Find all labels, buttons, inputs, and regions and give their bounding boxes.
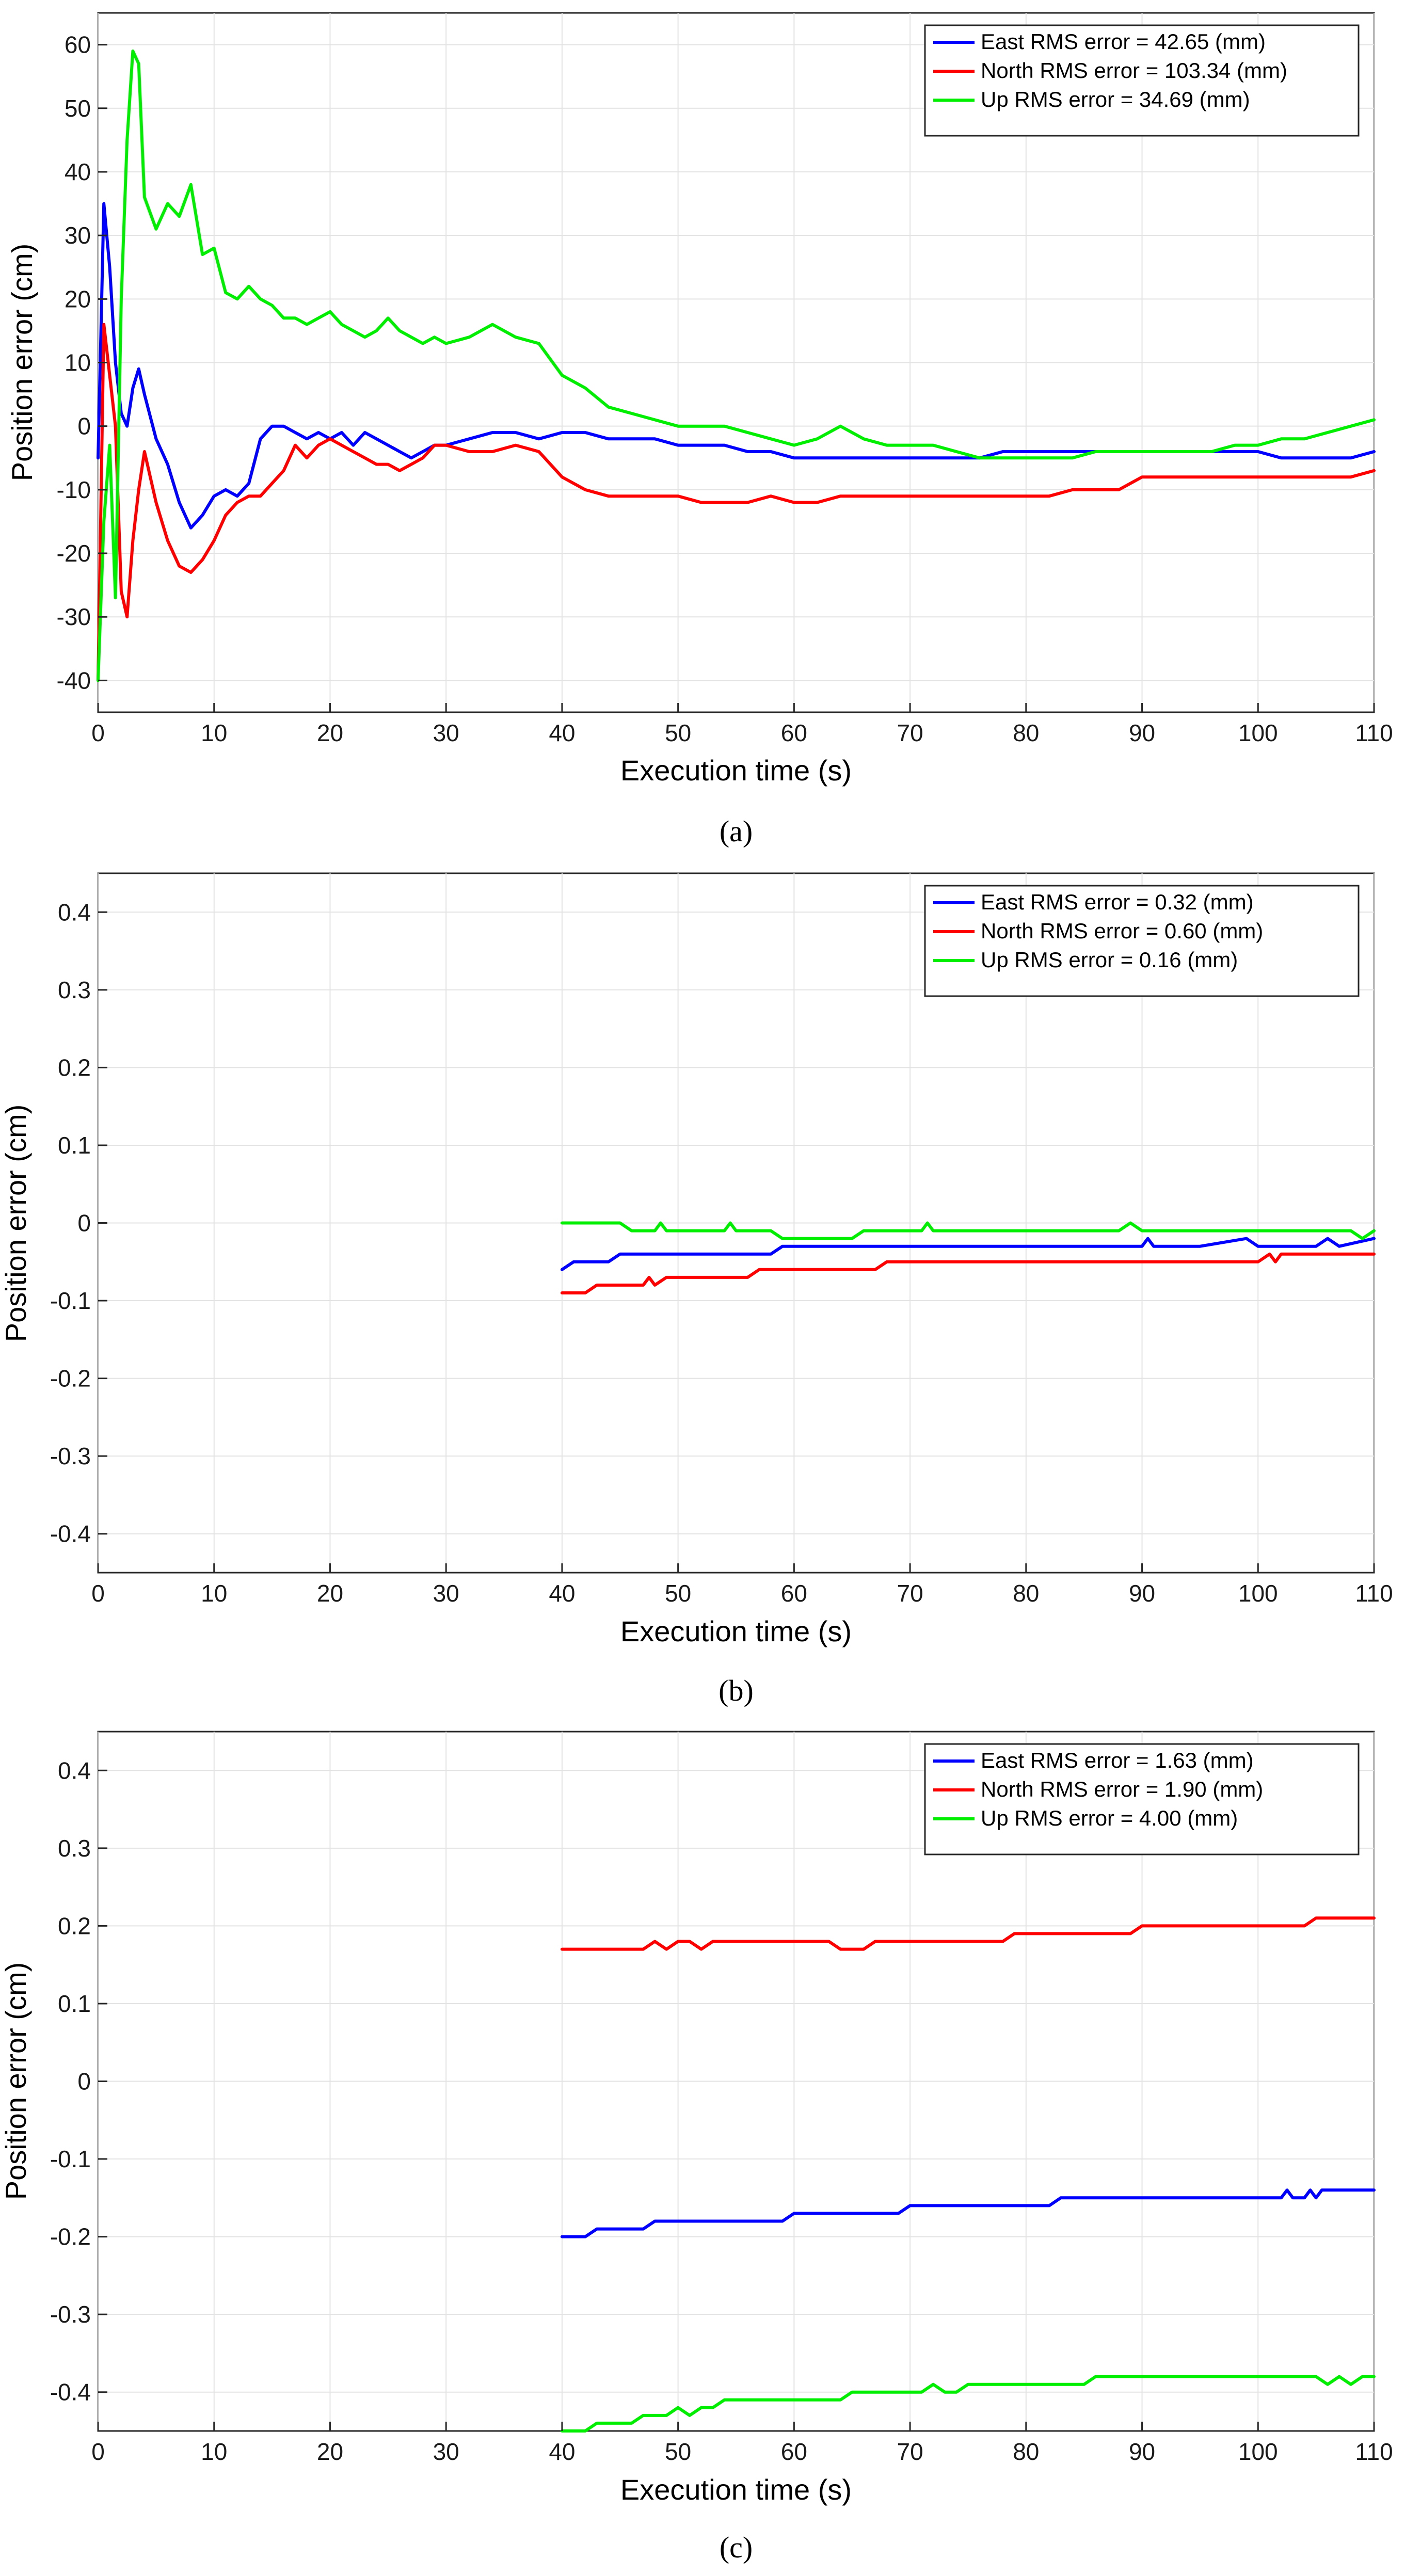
x-tick-label-c: 0 <box>91 2438 105 2465</box>
x-tick-label-b: 110 <box>1355 1580 1393 1607</box>
legend-label-c-2: North RMS error = 1.90 (mm) <box>981 1777 1263 1801</box>
panel-a: 0 10 20 30 40 50 60 70 80 90 100 110 -40 -30 -20 -10 0 10… <box>6 12 1393 848</box>
x-tick-label-a: 70 <box>897 719 923 746</box>
y-tick-label-b: -0.2 <box>50 1365 91 1392</box>
y-tick-label-c: -0.1 <box>50 2146 91 2172</box>
legend-label-c-1: East RMS error = 1.63 (mm) <box>981 1748 1254 1772</box>
series-line-a-1 <box>97 202 1376 530</box>
series-line-a-3 <box>97 49 1376 682</box>
caption-c: (c) <box>720 2531 753 2564</box>
x-tick-label-c: 40 <box>549 2438 575 2465</box>
x-axis-label-c: Execution time (s) <box>620 2473 852 2506</box>
y-axis-label-a: Position error (cm) <box>6 244 38 482</box>
y-tick-label-c: 0.2 <box>58 1912 91 1939</box>
x-tick-label-a: 20 <box>317 719 343 746</box>
y-tick-label-b: 0.2 <box>58 1054 91 1081</box>
x-tick-label-c: 30 <box>433 2438 459 2465</box>
legend-label-b-1: East RMS error = 0.32 (mm) <box>981 890 1254 914</box>
x-tick-label-a: 50 <box>665 719 691 746</box>
x-tick-label-a: 30 <box>433 719 459 746</box>
x-tick-label-c: 90 <box>1129 2438 1155 2465</box>
y-axis-label-c: Position error (cm) <box>0 1962 32 2200</box>
y-tick-label-a: 0 <box>77 413 91 440</box>
y-tick-label-b: -0.4 <box>50 1521 91 1547</box>
x-tick-label-b: 80 <box>1013 1580 1039 1607</box>
panel-b: 0 10 20 30 40 50 60 70 80 90 100 110 -0.4 -0.3 -0.2 -0.… <box>0 872 1393 1707</box>
x-tick-label-c: 60 <box>781 2438 807 2465</box>
x-tick-label-c: 80 <box>1013 2438 1039 2465</box>
y-tick-label-b: 0.4 <box>58 899 91 925</box>
y-tick-label-b: 0.1 <box>58 1132 91 1159</box>
legend-box-c <box>924 1743 1360 1855</box>
legend-label-b-2: North RMS error = 0.60 (mm) <box>981 919 1263 943</box>
x-tick-label-b: 90 <box>1129 1580 1155 1607</box>
y-tick-label-a: -10 <box>57 476 91 503</box>
y-tick-label-c: -0.2 <box>50 2223 91 2250</box>
y-tick-label-a: -30 <box>57 603 91 630</box>
x-axis-label-a: Execution time (s) <box>620 754 852 787</box>
y-tick-label-a: 60 <box>65 31 91 58</box>
legend-label-b-3: Up RMS error = 0.16 (mm) <box>981 948 1238 972</box>
x-tick-label-a: 80 <box>1013 719 1039 746</box>
x-tick-label-b: 10 <box>201 1580 227 1607</box>
y-tick-label-c: 0 <box>77 2068 91 2095</box>
panel-c: 0 10 20 30 40 50 60 70 80 90 100 110 -0.4 -0.3 -0.2 -0.… <box>0 1731 1393 2564</box>
y-tick-label-a: 30 <box>65 222 91 249</box>
y-tick-label-a: 10 <box>65 349 91 376</box>
y-tick-label-a: 50 <box>65 95 91 122</box>
x-tick-label-a: 90 <box>1129 719 1155 746</box>
y-tick-label-c: 0.1 <box>58 1990 91 2017</box>
x-tick-label-a: 10 <box>201 719 227 746</box>
x-tick-label-b: 100 <box>1238 1580 1278 1607</box>
series-line-c-1 <box>560 2188 1376 2238</box>
y-tick-label-b: -0.1 <box>50 1287 91 1314</box>
series-line-b-1 <box>560 1237 1376 1271</box>
x-tick-label-c: 10 <box>201 2438 227 2465</box>
x-tick-label-a: 40 <box>549 719 575 746</box>
x-tick-label-b: 30 <box>433 1580 459 1607</box>
x-tick-label-b: 20 <box>317 1580 343 1607</box>
x-tick-label-c: 70 <box>897 2438 923 2465</box>
x-tick-label-b: 70 <box>897 1580 923 1607</box>
y-tick-label-b: -0.3 <box>50 1443 91 1469</box>
series-line-c-2 <box>560 1916 1376 1951</box>
x-tick-label-b: 0 <box>91 1580 105 1607</box>
y-axis-label-b: Position error (cm) <box>0 1105 32 1342</box>
y-tick-label-c: -0.3 <box>50 2301 91 2328</box>
x-tick-label-c: 100 <box>1238 2438 1278 2465</box>
y-tick-label-a: 20 <box>65 285 91 312</box>
legend-box-a <box>924 24 1360 137</box>
x-tick-label-a: 0 <box>91 719 105 746</box>
x-tick-label-b: 60 <box>781 1580 807 1607</box>
y-tick-label-b: 0.3 <box>58 977 91 1003</box>
x-tick-label-b: 40 <box>549 1580 575 1607</box>
caption-a: (a) <box>720 814 753 848</box>
series-line-b-2 <box>560 1252 1376 1294</box>
legend-label-c-3: Up RMS error = 4.00 (mm) <box>981 1806 1238 1830</box>
series-line-c-3 <box>560 2375 1376 2433</box>
x-tick-label-c: 50 <box>665 2438 691 2465</box>
x-tick-label-a: 100 <box>1238 719 1278 746</box>
y-tick-label-a: -20 <box>57 540 91 567</box>
x-axis-label-b: Execution time (s) <box>620 1615 852 1647</box>
y-tick-label-a: -40 <box>57 667 91 694</box>
x-tick-label-b: 50 <box>665 1580 691 1607</box>
y-tick-label-c: 0.3 <box>58 1835 91 1862</box>
legend-box-b <box>924 885 1360 997</box>
y-tick-label-a: 40 <box>65 158 91 185</box>
y-tick-label-b: 0 <box>77 1210 91 1237</box>
x-tick-label-c: 20 <box>317 2438 343 2465</box>
x-tick-label-a: 110 <box>1355 719 1393 746</box>
x-tick-label-c: 110 <box>1355 2438 1393 2465</box>
legend-label-a-3: Up RMS error = 34.69 (mm) <box>981 87 1250 111</box>
series-line-a-2 <box>97 323 1376 682</box>
y-tick-label-c: 0.4 <box>58 1757 91 1784</box>
legend-label-a-2: North RMS error = 103.34 (mm) <box>981 58 1287 83</box>
x-tick-label-a: 60 <box>781 719 807 746</box>
caption-b: (b) <box>719 1674 754 1707</box>
series-line-b-3 <box>560 1221 1376 1240</box>
legend-label-a-1: East RMS error = 42.65 (mm) <box>981 29 1266 54</box>
y-tick-label-c: -0.4 <box>50 2379 91 2406</box>
